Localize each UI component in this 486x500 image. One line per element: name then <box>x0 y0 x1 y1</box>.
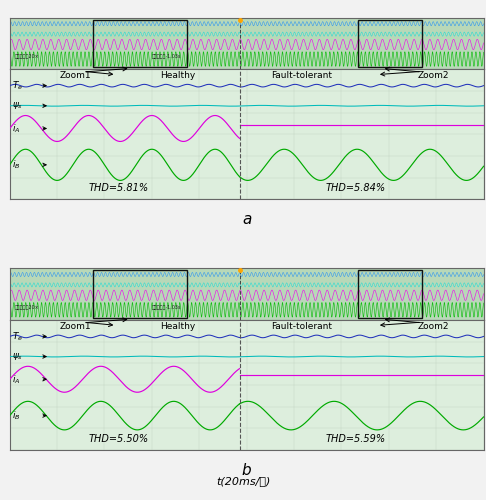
Text: 放放位置：-1.03s: 放放位置：-1.03s <box>152 304 181 310</box>
Text: Healthy: Healthy <box>160 322 195 331</box>
Text: $T_e$: $T_e$ <box>12 80 23 92</box>
Text: THD=5.50%: THD=5.50% <box>88 434 149 444</box>
Text: t(20ms/格): t(20ms/格) <box>216 476 270 486</box>
Text: $\psi_s$: $\psi_s$ <box>12 351 23 362</box>
Text: Zoom2: Zoom2 <box>418 72 450 80</box>
Text: Zoom2: Zoom2 <box>418 322 450 331</box>
Text: Fault-tolerant: Fault-tolerant <box>271 72 331 80</box>
Text: 放放位置：-1.03s: 放放位置：-1.03s <box>152 54 181 59</box>
Text: $i_A$: $i_A$ <box>12 122 20 134</box>
Text: Healthy: Healthy <box>160 72 195 80</box>
Text: $T_e$: $T_e$ <box>12 330 23 342</box>
Bar <box>93 270 188 318</box>
Text: $i_B$: $i_B$ <box>12 410 20 422</box>
Text: THD=5.59%: THD=5.59% <box>326 434 386 444</box>
Text: $i_B$: $i_B$ <box>12 158 20 171</box>
Bar <box>93 20 188 68</box>
Text: THD=5.84%: THD=5.84% <box>326 182 386 192</box>
Text: a: a <box>242 212 251 227</box>
Text: Fault-tolerant: Fault-tolerant <box>271 322 331 331</box>
Text: 放放系数：20×: 放放系数：20× <box>15 54 39 59</box>
Bar <box>358 20 422 68</box>
Text: $\psi_s$: $\psi_s$ <box>12 100 23 112</box>
Text: Zoom1: Zoom1 <box>59 72 91 80</box>
Text: THD=5.81%: THD=5.81% <box>88 182 149 192</box>
Bar <box>358 270 422 318</box>
Text: Zoom1: Zoom1 <box>59 322 91 331</box>
Text: 放放系数：20×: 放放系数：20× <box>15 304 39 310</box>
Text: $i_A$: $i_A$ <box>12 373 20 386</box>
Text: b: b <box>242 463 251 478</box>
